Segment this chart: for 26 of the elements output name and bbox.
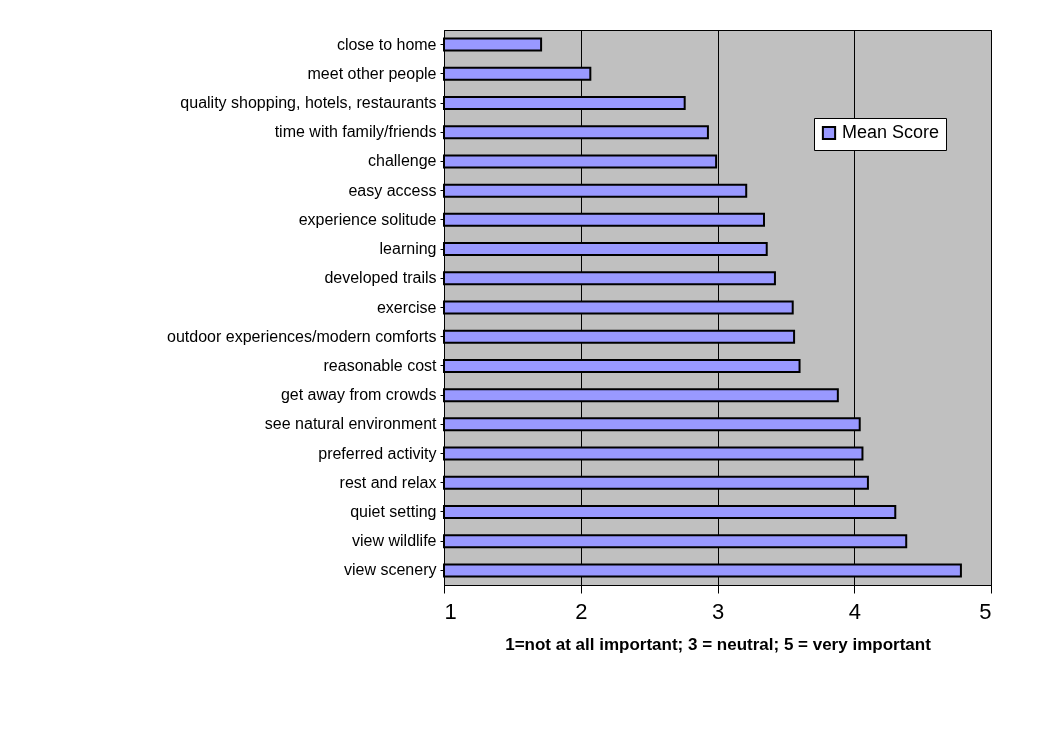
y-tick-label: quality shopping, hotels, restaurants — [180, 94, 437, 112]
x-tick-label: 3 — [711, 598, 725, 624]
y-tick-label: get away from crowds — [280, 386, 437, 404]
y-tick-label: learning — [379, 240, 437, 258]
y-tick-label: exercise — [376, 298, 437, 316]
y-tick-label: reasonable cost — [323, 356, 438, 374]
y-tick-label: see natural environment — [264, 415, 438, 433]
y-tick-label: rest and relax — [339, 473, 437, 491]
y-tick-label: close to home — [336, 35, 437, 53]
y-tick-label: meet other people — [307, 64, 437, 82]
legend-label: Mean Score — [842, 122, 940, 142]
y-tick-label: preferred activity — [318, 444, 437, 462]
y-tick-label: challenge — [368, 152, 437, 170]
y-tick-label: view wildlife — [352, 532, 437, 550]
x-axis-title: 1=not at all important; 3 = neutral; 5 = very important — [505, 634, 932, 654]
y-tick-label: developed trails — [324, 269, 437, 287]
y-tick-label: easy access — [348, 181, 437, 199]
x-tick-label: 2 — [575, 598, 588, 624]
y-tick-label: quiet setting — [350, 502, 437, 520]
y-tick-label: outdoor experiences/modern comforts — [167, 327, 437, 345]
x-tick-label: 4 — [848, 598, 861, 624]
y-tick-label: view scenery — [344, 561, 437, 579]
y-tick-label: time with family/friends — [274, 123, 437, 141]
x-tick-label: 5 — [979, 598, 992, 624]
y-tick-label: experience solitude — [298, 210, 437, 228]
x-tick-label: 1 — [444, 598, 457, 624]
